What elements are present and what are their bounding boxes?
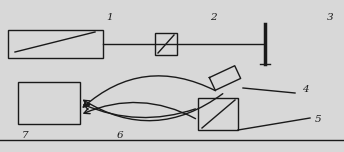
Text: 3: 3 [327,14,333,22]
Text: 7: 7 [22,131,28,140]
Text: 5: 5 [315,116,321,124]
Bar [18,82,80,124]
Text: 6: 6 [117,131,123,140]
Bar [155,33,177,55]
Text: 4: 4 [302,85,308,95]
Text: 2: 2 [210,14,216,22]
Text: 1: 1 [107,14,113,22]
Bar [8,30,103,58]
Bar [198,98,238,130]
